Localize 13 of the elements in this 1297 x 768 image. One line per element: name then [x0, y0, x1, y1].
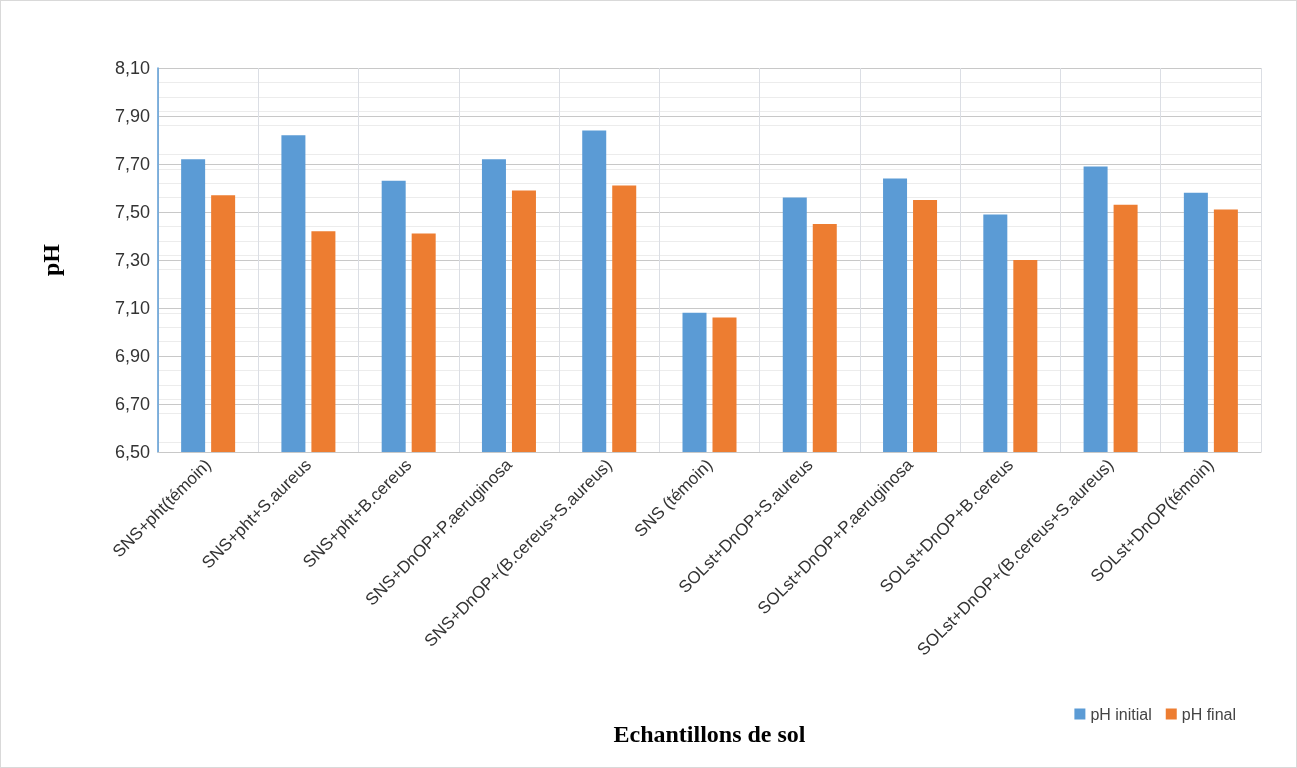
y-tick-label: 6,90: [114, 346, 150, 366]
y-tick-label: 7,70: [114, 154, 150, 174]
legend-label: pH initial: [1090, 705, 1152, 723]
y-tick-label: 6,50: [114, 442, 150, 462]
x-axis-title: Echantillons de sol: [613, 721, 806, 747]
y-tick-label: 7,50: [114, 202, 150, 222]
y-tick-label: 7,30: [114, 250, 150, 270]
y-tick-label: 8,10: [114, 58, 150, 78]
y-tick-label: 7,90: [114, 106, 150, 126]
y-axis-title: pH: [38, 243, 64, 277]
y-tick-label: 7,10: [114, 298, 150, 318]
legend-label: pH final: [1181, 705, 1236, 723]
y-tick-label: 6,70: [114, 394, 150, 414]
